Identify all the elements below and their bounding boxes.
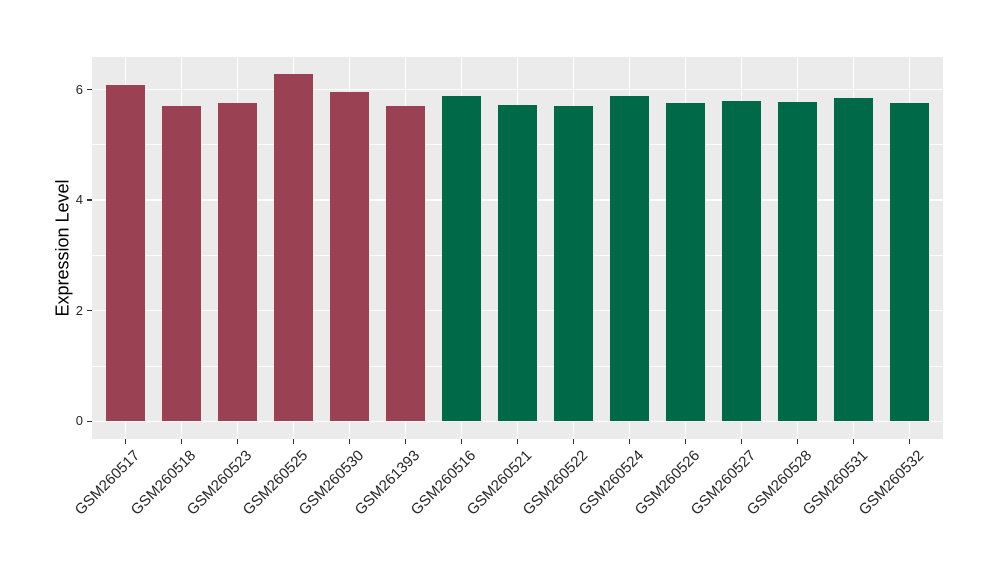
x-tick-GSM260531	[852, 439, 855, 444]
x-tick-GSM260516	[460, 439, 463, 444]
x-tick-GSM260517	[124, 439, 127, 444]
y-tick-4	[87, 199, 92, 201]
y-tick-2	[87, 309, 92, 312]
bar-GSM260518	[161, 105, 202, 422]
x-tick-GSM260518	[180, 439, 183, 444]
x-tick-GSM260528	[796, 439, 799, 444]
x-tick-GSM260524	[628, 439, 631, 444]
bar-GSM260528	[777, 102, 818, 422]
bar-GSM260526	[665, 102, 706, 422]
x-tick-GSM260523	[236, 439, 239, 444]
bar-GSM261393	[385, 106, 426, 422]
x-tick-GSM260526	[684, 439, 687, 444]
x-tick-GSM260532	[908, 439, 911, 444]
bar-GSM260517	[105, 85, 146, 422]
y-tick-label-4: 4	[75, 192, 83, 208]
x-tick-GSM260525	[292, 439, 295, 444]
y-tick-label-6: 6	[75, 81, 83, 97]
bar-GSM260523	[217, 103, 258, 422]
bar-GSM260521	[497, 105, 538, 422]
x-tick-GSM260522	[572, 439, 575, 444]
x-tick-GSM260521	[516, 439, 519, 444]
bar-GSM260530	[329, 92, 370, 422]
y-tick-label-2: 2	[75, 302, 83, 318]
bar-GSM260527	[721, 100, 762, 422]
x-tick-GSM261393	[404, 439, 407, 444]
bar-GSM260516	[441, 96, 482, 422]
bar-GSM260532	[889, 102, 929, 422]
x-tick-GSM260527	[740, 439, 743, 444]
bar-GSM260525	[273, 74, 314, 422]
plot-panel	[92, 57, 943, 439]
y-tick-6	[87, 88, 92, 91]
bar-GSM260524	[609, 96, 650, 422]
y-tick-0	[87, 420, 92, 423]
bar-GSM260531	[833, 98, 873, 422]
x-tick-GSM260530	[348, 439, 351, 444]
y-tick-label-0: 0	[75, 413, 83, 429]
bar-GSM260522	[553, 106, 594, 422]
